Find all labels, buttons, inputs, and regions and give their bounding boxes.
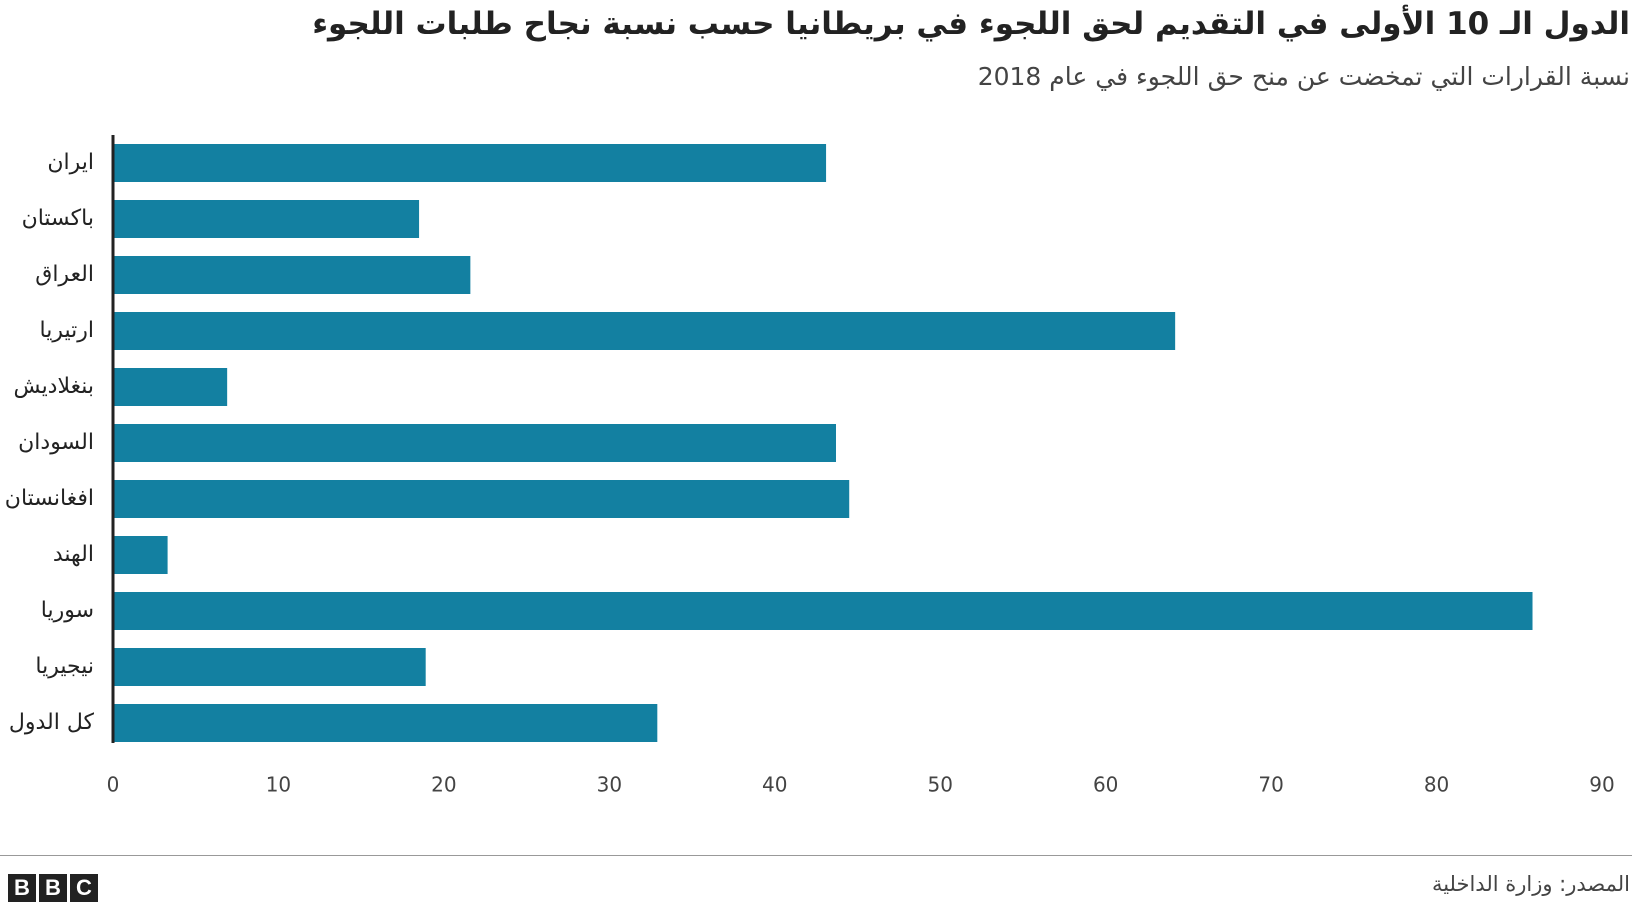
- y-tick-label: ايران: [47, 150, 94, 175]
- y-tick-label: كل الدول: [9, 710, 95, 735]
- bar: [113, 480, 850, 518]
- x-tick-label: 10: [266, 773, 291, 797]
- bar: [113, 424, 836, 462]
- bar: [113, 200, 420, 238]
- bar: [113, 312, 1176, 350]
- x-tick-label: 0: [107, 773, 120, 797]
- bar: [113, 368, 228, 406]
- bar: [113, 592, 1533, 630]
- y-tick-label: العراق: [35, 262, 94, 287]
- logo-letter: B: [8, 874, 36, 902]
- x-tick-label: 80: [1424, 773, 1449, 797]
- x-tick-label: 70: [1258, 773, 1283, 797]
- chart-title: الدول الـ 10 الأولى في التقديم لحق اللجو…: [312, 6, 1630, 42]
- x-tick-label: 90: [1589, 773, 1614, 797]
- x-tick-label: 60: [1093, 773, 1118, 797]
- footer-rule: [0, 855, 1632, 856]
- y-tick-label: ارتيريا: [40, 318, 94, 343]
- x-tick-label: 40: [762, 773, 787, 797]
- chart: 0 10 20 30 40 50 60 70 80 90 ايران باكستان العراق ارت…: [5, 135, 1615, 797]
- bar: [113, 256, 471, 294]
- bar: [113, 536, 168, 574]
- source-note: المصدر: وزارة الداخلية: [1431, 872, 1630, 896]
- logo: B B C: [8, 874, 98, 902]
- y-tick-label: بنغلاديش: [14, 374, 94, 399]
- y-tick-label: باكستان: [22, 206, 94, 231]
- chart-subtitle: نسبة القرارات التي تمخضت عن منح حق اللجو…: [977, 62, 1630, 91]
- y-tick-label: سوريا: [41, 598, 94, 623]
- y-tick-label: نيجيريا: [35, 654, 94, 679]
- x-tick-label: 50: [927, 773, 952, 797]
- bar: [113, 704, 658, 742]
- bar: [113, 144, 827, 182]
- logo-letter: C: [70, 874, 98, 902]
- bar: [113, 648, 426, 686]
- y-tick-label: السودان: [18, 430, 94, 455]
- y-tick-label: افغانستان: [5, 486, 94, 511]
- x-tick-label: 30: [597, 773, 622, 797]
- logo-letter: B: [39, 874, 67, 902]
- x-tick-label: 20: [431, 773, 456, 797]
- y-tick-label: الهند: [53, 542, 94, 567]
